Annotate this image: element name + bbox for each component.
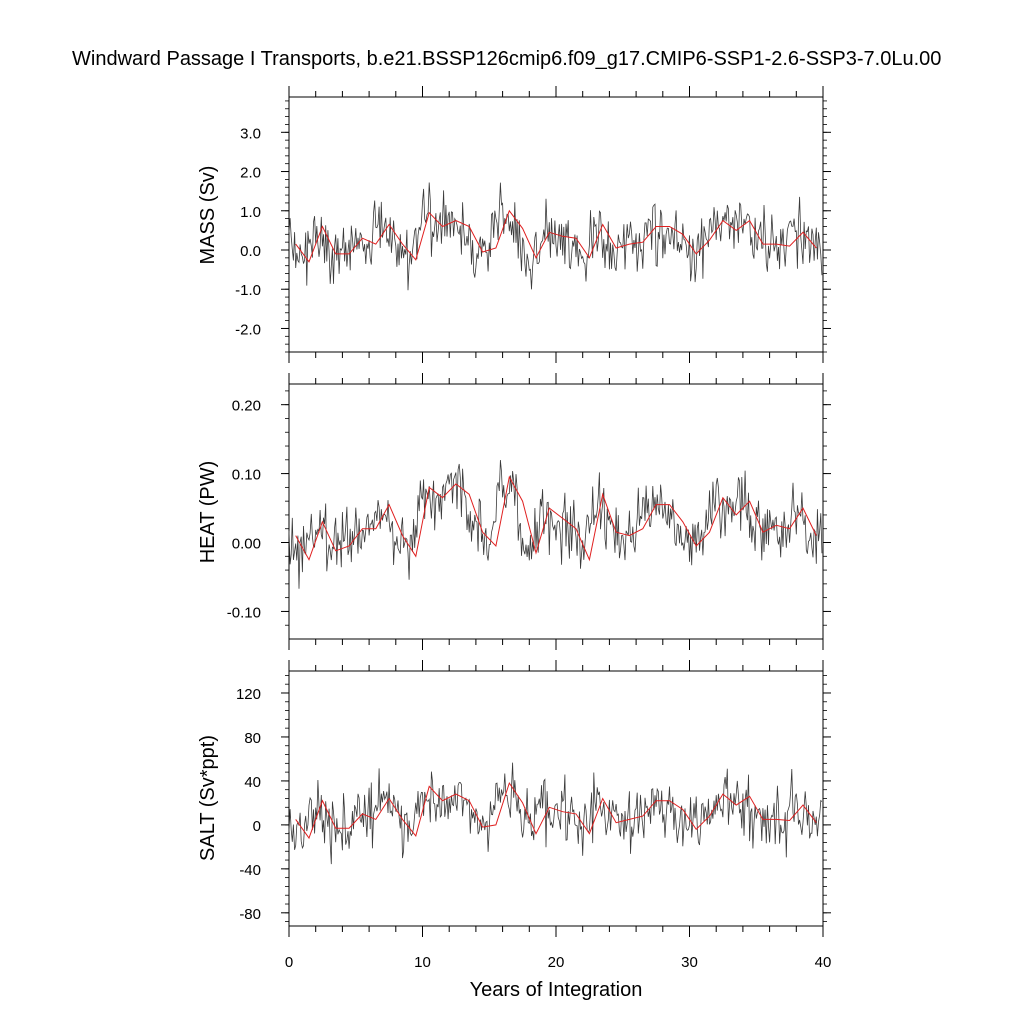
y-tick-label: 0.20 — [232, 398, 261, 415]
y-tick-label: -0.10 — [227, 604, 261, 621]
y-tick-label: 120 — [236, 686, 261, 703]
y-axis-label: SALT (Sv*ppt) — [197, 735, 219, 861]
annual-mean-line — [295, 209, 817, 263]
panel-frame-1 — [288, 383, 824, 640]
y-tick-label: 2.0 — [240, 165, 261, 182]
x-tick-label: 30 — [681, 954, 698, 971]
monthly-series-line — [288, 762, 823, 865]
monthly-series-line — [288, 459, 823, 589]
monthly-series-line — [288, 182, 823, 291]
annual-mean-line — [295, 781, 817, 840]
y-axis-label: MASS (Sv) — [197, 166, 219, 265]
chart-title: Windward Passage I Transports, b.e21.BSS… — [72, 48, 942, 70]
panel-frame-0 — [288, 96, 824, 353]
x-tick-label: 20 — [548, 954, 565, 971]
y-tick-label: 0 — [253, 818, 261, 835]
y-axis-label: HEAT (PW) — [197, 461, 219, 564]
y-tick-label: 0.00 — [232, 536, 261, 553]
y-tick-label: 40 — [244, 774, 261, 791]
annual-mean-line — [295, 475, 817, 562]
x-tick-label: 0 — [285, 954, 293, 971]
y-tick-label: 3.0 — [240, 125, 261, 142]
x-axis-label: Years of Integration — [470, 979, 643, 1001]
y-tick-label: -2.0 — [235, 321, 261, 338]
y-tick-label: 0.10 — [232, 467, 261, 484]
y-tick-label: 0.0 — [240, 243, 261, 260]
y-tick-label: -40 — [239, 862, 261, 879]
y-tick-label: 80 — [244, 730, 261, 747]
x-tick-label: 40 — [815, 954, 832, 971]
y-tick-label: 1.0 — [240, 204, 261, 221]
x-tick-label: 10 — [414, 954, 431, 971]
y-tick-label: -80 — [239, 906, 261, 923]
y-tick-label: -1.0 — [235, 282, 261, 299]
